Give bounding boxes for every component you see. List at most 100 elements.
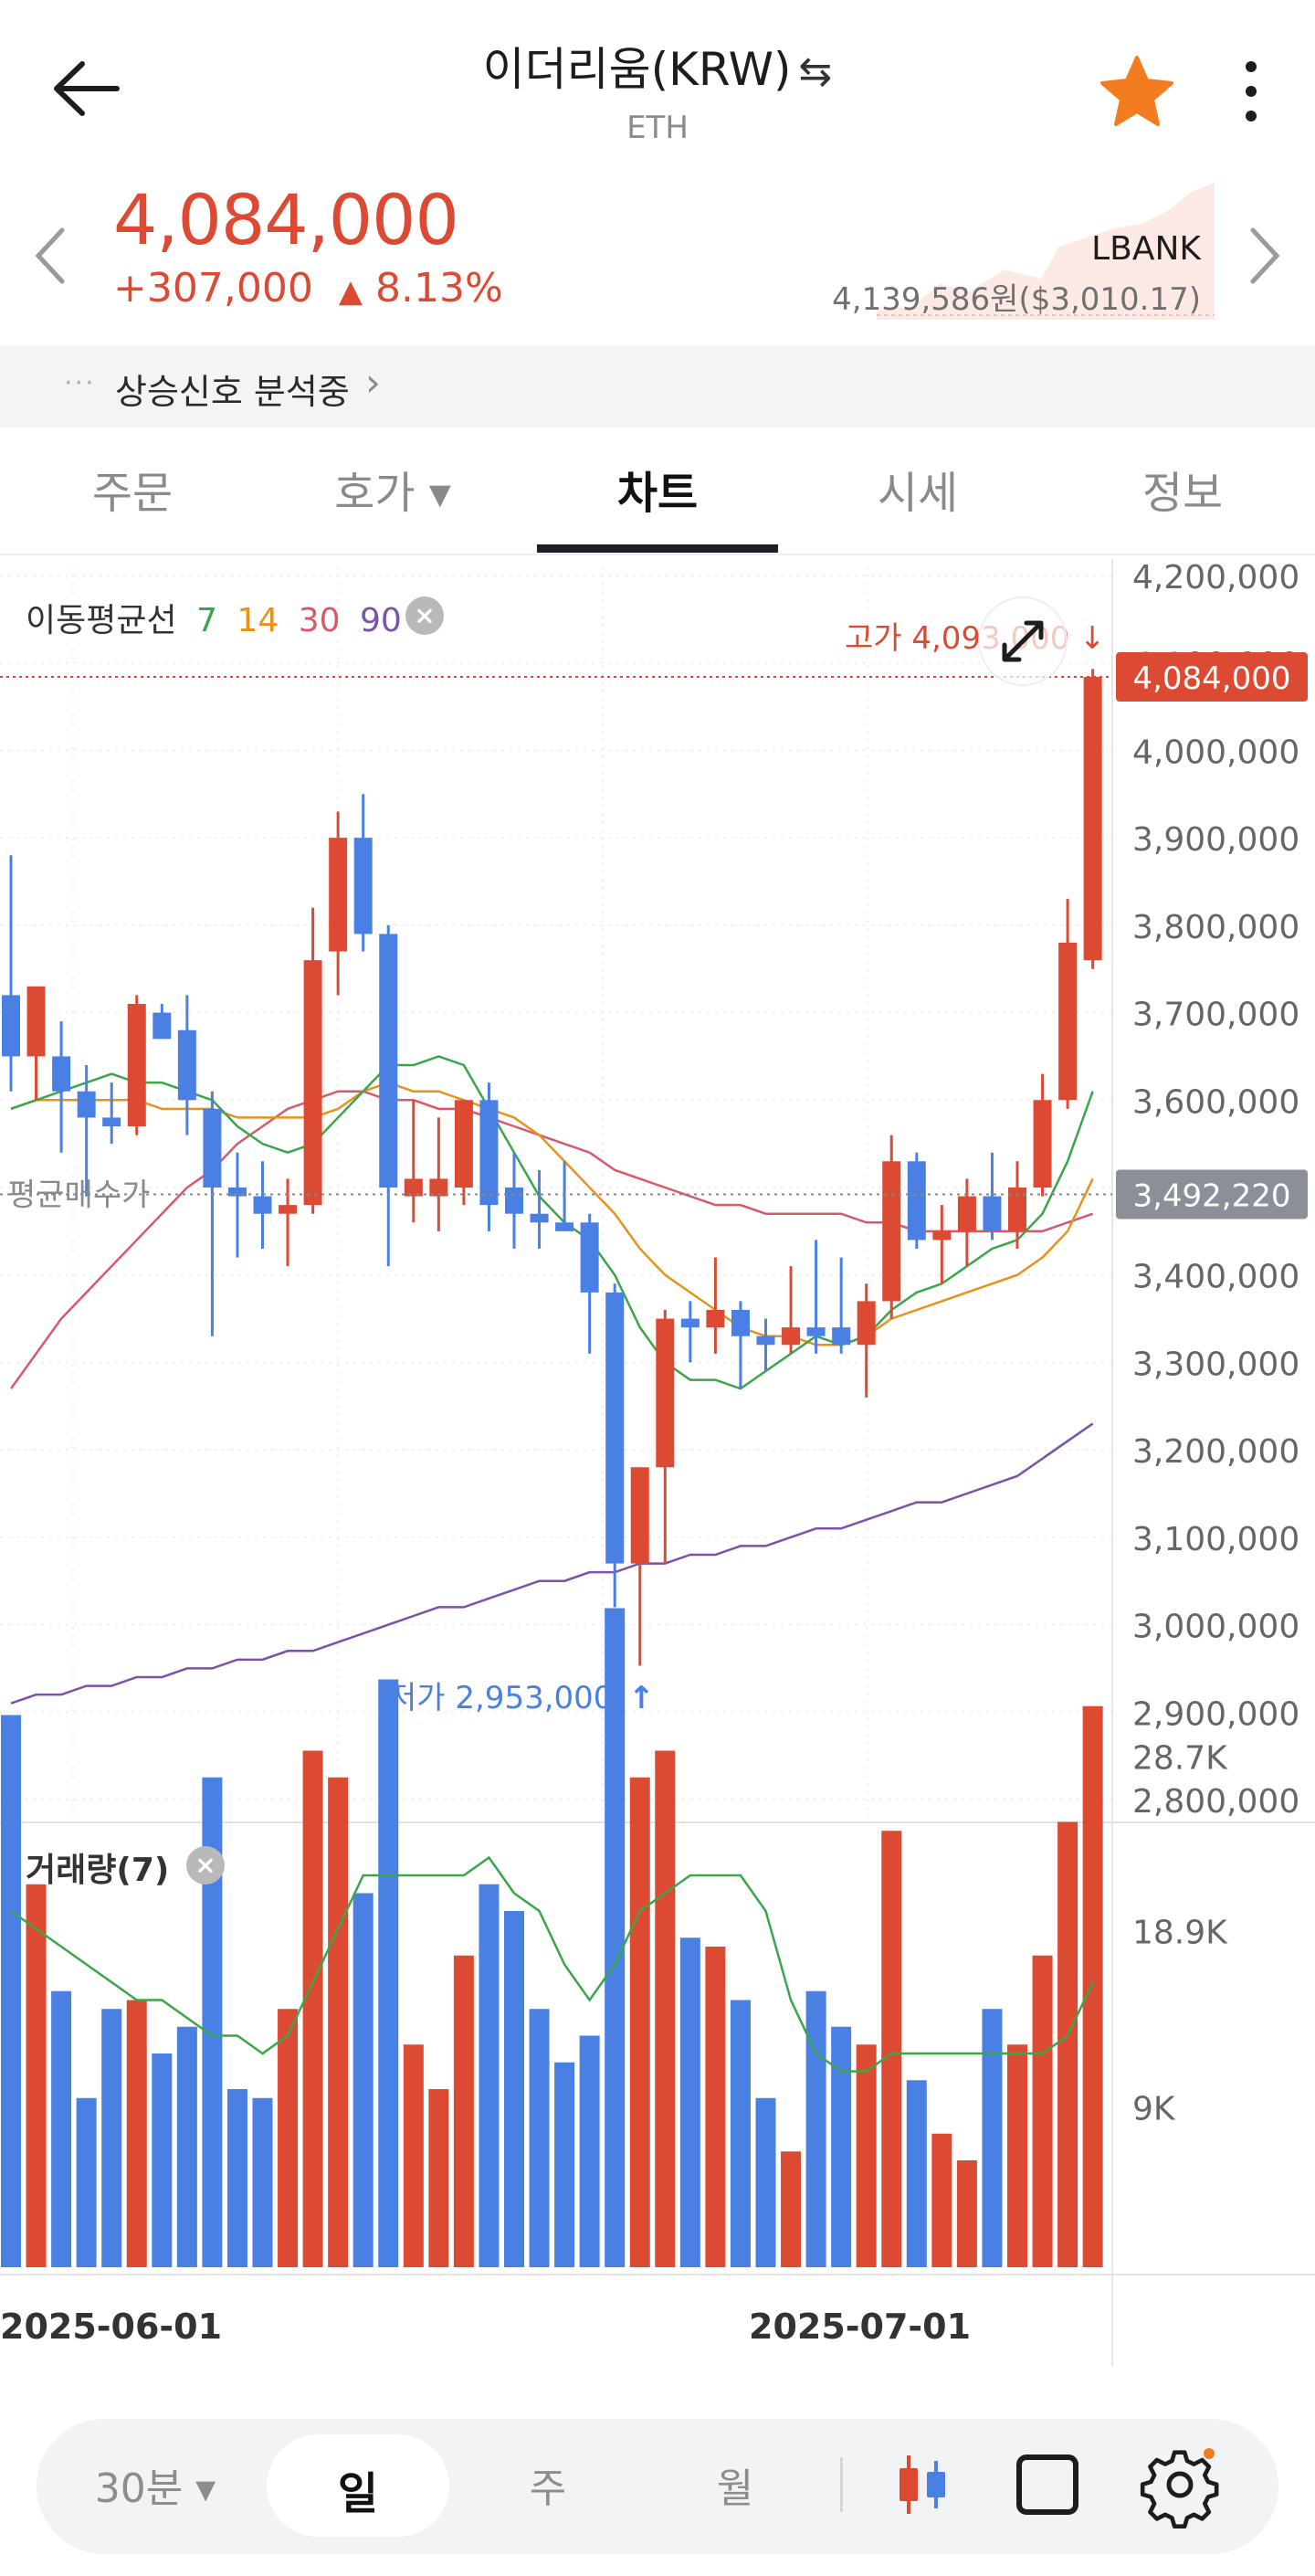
volume-bar [428, 2089, 449, 2267]
volume-bar [176, 2026, 197, 2267]
candle-body [153, 1012, 172, 1040]
candle-body [1083, 677, 1102, 961]
candle-body [555, 1222, 574, 1231]
volume-bar [956, 2160, 977, 2267]
expand-arrows-icon [1002, 620, 1044, 662]
candle-body [680, 1318, 700, 1328]
candle-body [177, 1029, 196, 1101]
volume-bar [856, 2044, 877, 2267]
volume-bar [126, 2000, 147, 2267]
candle-body [253, 1196, 272, 1214]
sparkline [877, 183, 1215, 320]
period-day-button[interactable] [267, 2434, 449, 2537]
candle-body [1008, 1188, 1026, 1231]
volume-bar [705, 1947, 726, 2267]
ma14-label: 14 [237, 602, 279, 639]
candle-body [303, 960, 322, 1206]
volume-bar [982, 2009, 1003, 2267]
candle-body [379, 934, 398, 1188]
signal-banner[interactable] [0, 345, 1315, 428]
tab-orderbook[interactable]: 호가 ▾ [334, 468, 451, 519]
candle-body [857, 1301, 876, 1346]
candle-body [203, 1108, 222, 1188]
page-title[interactable]: 이더리움(KRW) ⇆ [0, 33, 1315, 99]
volume-bar [1, 1715, 21, 2267]
volume-bar [781, 2151, 802, 2267]
gear-icon [1140, 2448, 1219, 2528]
volume-tick-label: 9K [1132, 2091, 1176, 2128]
price-chart[interactable]: 4,200,0004,100,0004,000,0003,900,0003,80… [0, 555, 1315, 2382]
tab-order[interactable]: 주문 [91, 468, 174, 519]
up-arrow-icon: ↑ [628, 1680, 655, 1716]
prev-coin-button[interactable] [27, 219, 73, 292]
y-tick-label: 3,800,000 [1132, 909, 1299, 946]
tab-chart[interactable]: 차트 [616, 468, 699, 519]
next-coin-button[interactable] [1242, 219, 1288, 292]
period-month-button[interactable]: 월 [716, 2465, 754, 2512]
square-icon [1016, 2455, 1078, 2515]
period-week-button[interactable]: 주 [529, 2465, 567, 2512]
current-price: 4,084,000 [113, 179, 459, 260]
volume-bar [101, 2009, 122, 2267]
chart-type-button[interactable] [890, 2448, 954, 2521]
more-vertical-icon [1246, 61, 1257, 121]
ma-legend: 이동평균선 7 14 30 90 [26, 594, 411, 641]
tab-info[interactable]: 정보 [1141, 468, 1224, 519]
volume-bar [1057, 1821, 1078, 2267]
y-tick-label: 3,300,000 [1132, 1346, 1299, 1383]
candle-body [756, 1336, 775, 1346]
up-triangle-icon: ▲ [338, 273, 363, 310]
candle-body [932, 1230, 952, 1240]
ma-legend-label: 이동평균선 [26, 602, 177, 639]
candle-body [832, 1327, 851, 1346]
back-button[interactable] [46, 48, 128, 130]
ma7-line [10, 1055, 1094, 1390]
low-price-label: 저가 2,953,000 [388, 1680, 613, 1716]
notification-dot [1204, 2448, 1215, 2459]
y-tick-label: 4,200,000 [1132, 559, 1299, 596]
divider [0, 554, 1315, 555]
candle-body [429, 1178, 448, 1197]
volume-bar [403, 2044, 424, 2267]
close-volume-button[interactable]: × [186, 1846, 225, 1884]
loading-dots-icon: ··· [64, 367, 96, 399]
current-price-tag-bg [1116, 652, 1308, 702]
interval-select[interactable]: 30분 ▾ [94, 2465, 216, 2512]
volume-bar [755, 2097, 776, 2267]
close-ma-button[interactable]: × [405, 596, 444, 635]
favorite-button[interactable] [1096, 50, 1178, 132]
volume-bar [51, 1990, 72, 2267]
price-change: +307,000 ▲ 8.13% [113, 265, 503, 311]
y-tick-label: 3,100,000 [1132, 1521, 1299, 1558]
exchange-price: 4,139,586원($3,010.17) [832, 281, 1201, 318]
more-button[interactable] [1215, 50, 1288, 132]
change-amount: +307,000 [113, 265, 313, 311]
y-tick-label: 3,700,000 [1132, 997, 1299, 1034]
volume-bar [226, 2089, 247, 2267]
coin-name: 이더리움(KRW) [482, 43, 792, 96]
candle-body [505, 1188, 523, 1214]
candle-body [1058, 943, 1078, 1101]
signal-text: 상승신호 분석중 [115, 372, 350, 412]
draw-tool-button[interactable] [1012, 2448, 1085, 2521]
y-tick-label: 2,900,000 [1132, 1695, 1299, 1733]
candle-body [127, 1004, 146, 1126]
chevron-left-icon [35, 227, 65, 284]
ma7-label: 7 [196, 602, 217, 639]
volume-bar [202, 1777, 223, 2267]
candle-body [1033, 1100, 1052, 1188]
candle-body [329, 838, 348, 952]
x-tick-label: 2025-07-01 [749, 2307, 971, 2347]
avg-buy-label: 평균매수가 [7, 1177, 150, 1213]
swap-icon: ⇆ [798, 48, 833, 95]
candle-body [782, 1327, 801, 1346]
volume-bar [278, 2009, 299, 2267]
volume-bar [730, 2000, 751, 2267]
avg-price-tag-bg [1116, 1169, 1308, 1219]
candlestick-icon [899, 2455, 945, 2514]
chart-settings-button[interactable] [1134, 2441, 1226, 2528]
period-day-label: 일 [337, 2468, 379, 2519]
volume-bar [76, 2097, 97, 2267]
tab-quotes[interactable]: 시세 [877, 468, 959, 519]
volume-bar [1032, 1955, 1053, 2267]
